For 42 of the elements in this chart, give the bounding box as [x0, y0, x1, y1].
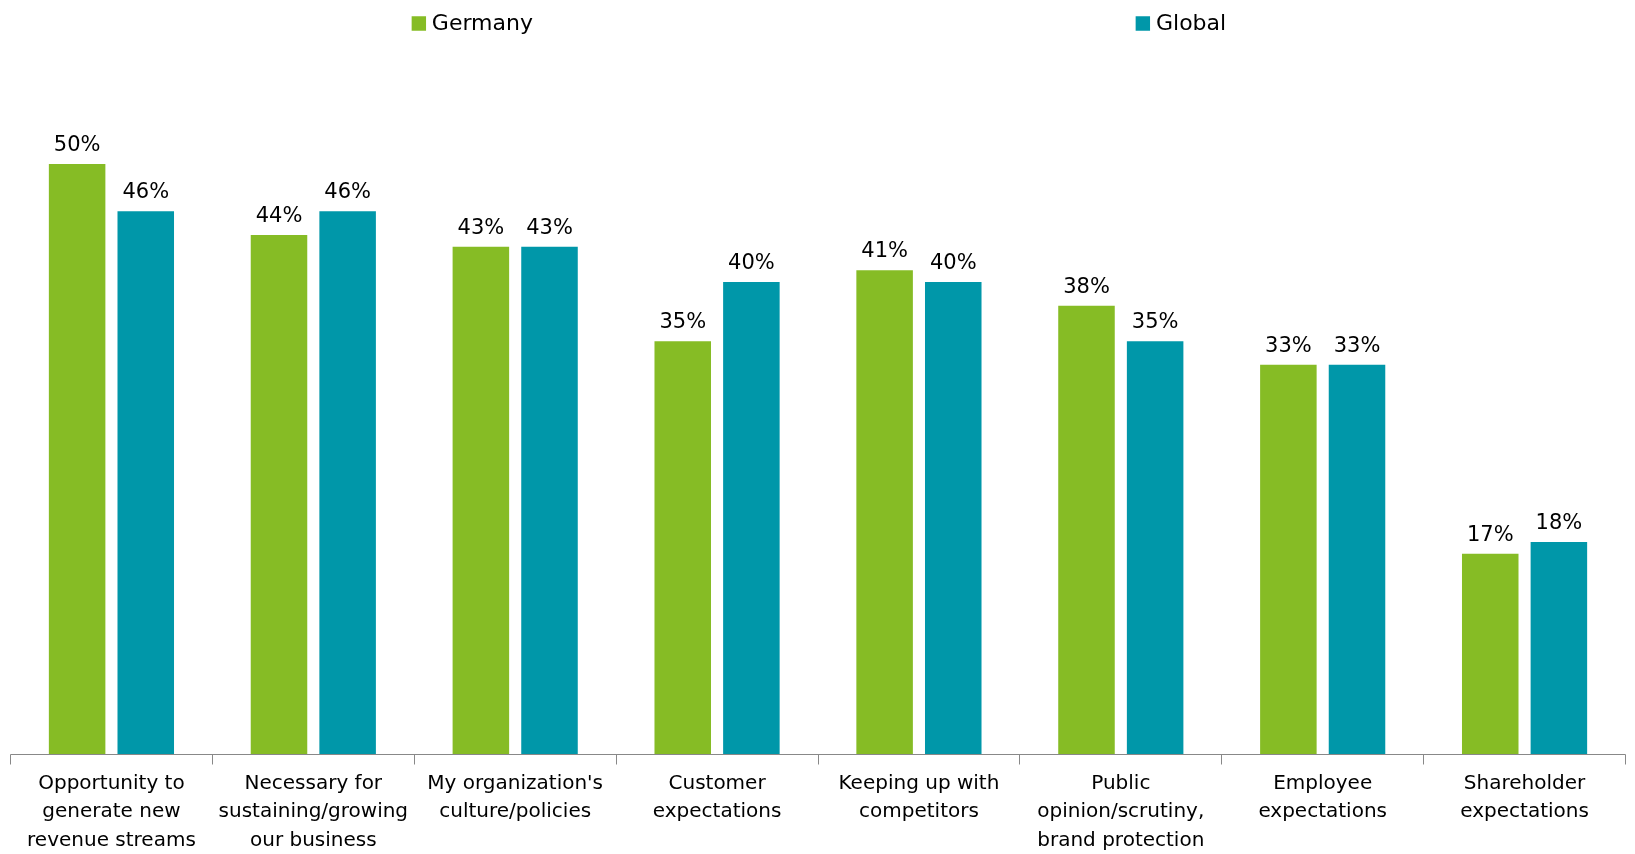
data-label: 44% — [255, 202, 303, 227]
x-tick-label: Customer expectations — [652, 769, 782, 823]
data-label: 40% — [728, 250, 775, 275]
bar — [48, 164, 106, 755]
x-tick-label: Keeping up with competitors — [838, 769, 1000, 823]
bar — [117, 211, 175, 755]
x-tick-label: Necessary for sustaining/growing our business — [218, 769, 409, 852]
x-tick-label: Public opinion/scrutiny, brand protection — [1037, 769, 1205, 852]
data-label: 38% — [1063, 273, 1110, 298]
x-tick-label: My organization's culture/policies — [427, 769, 604, 823]
bar — [1058, 305, 1115, 755]
bar — [856, 270, 913, 755]
data-label: 46% — [122, 179, 170, 204]
legend-label: Germany — [431, 10, 533, 35]
data-label: 17% — [1466, 521, 1514, 546]
x-tick-label: Opportunity to generate new revenue streams — [27, 769, 196, 852]
bar — [924, 282, 982, 755]
bar — [1530, 541, 1588, 755]
bar — [654, 341, 712, 755]
bar — [250, 234, 308, 755]
bar — [452, 246, 510, 755]
data-label: 43% — [457, 214, 505, 239]
bar — [1328, 364, 1386, 755]
data-label: 41% — [861, 238, 908, 263]
legend-label: Global — [1155, 10, 1227, 35]
data-label: 50% — [53, 132, 101, 157]
data-label: 33% — [1265, 332, 1312, 357]
x-tick-label: Employee expectations — [1258, 769, 1388, 823]
data-label: 33% — [1333, 332, 1381, 357]
data-label: 43% — [526, 214, 573, 239]
data-label: 40% — [929, 250, 977, 275]
data-label: 18% — [1535, 509, 1583, 534]
bar — [1461, 553, 1519, 755]
x-tick-label: Shareholder expectations — [1460, 769, 1589, 823]
bar — [1260, 364, 1317, 755]
bar — [1126, 341, 1184, 755]
data-label: 35% — [659, 309, 707, 334]
bar — [723, 282, 780, 755]
data-label: 35% — [1131, 309, 1179, 334]
bar — [521, 246, 578, 755]
bar — [319, 211, 376, 755]
data-label: 46% — [324, 179, 371, 204]
